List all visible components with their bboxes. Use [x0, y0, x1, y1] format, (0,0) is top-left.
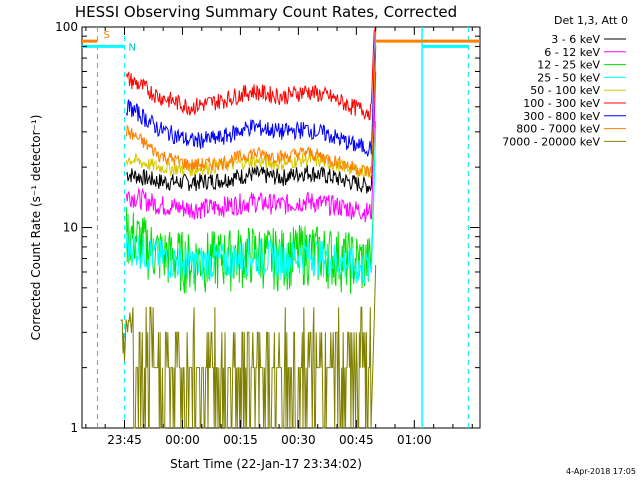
x-tick-label: 01:00 [397, 433, 432, 447]
series-line-6 [125, 26, 377, 157]
legend-title: Det 1,3, Att 0 [554, 14, 628, 27]
chart-title: HESSI Observing Summary Count Rates, Cor… [75, 3, 457, 21]
x-tick-label: 00:00 [165, 433, 200, 447]
series-line-3 [125, 127, 377, 285]
legend-entry: 7000 - 20000 keV [502, 135, 600, 148]
legend-entry: 3 - 6 keV [551, 33, 600, 46]
series-line-8 [120, 264, 377, 429]
cyan-flag-label: N [129, 42, 136, 53]
legend-entry: 12 - 25 keV [537, 59, 600, 72]
y-tick-label: 10 [63, 221, 78, 235]
y-tick-label: 100 [55, 20, 78, 34]
x-tick-label: 00:30 [281, 433, 316, 447]
series-layer [120, 26, 377, 429]
flag-markers: NS [82, 27, 480, 428]
series-line-1 [125, 71, 377, 223]
series-line-0 [125, 45, 377, 194]
axes: 1 10 100 23:45 00:00 00:15 00:30 00:45 01:00 [55, 20, 480, 447]
timestamp: 4-Apr-2018 17:05 [566, 467, 636, 476]
legend-entry: 25 - 50 keV [537, 71, 600, 84]
orange-flag-label: S [103, 30, 109, 41]
y-axis-label: Corrected Count Rate (s⁻¹ detector⁻¹) [29, 115, 43, 341]
y-tick-label: 1 [70, 421, 78, 435]
legend-entry: 100 - 300 keV [523, 97, 600, 110]
legend-entry: 50 - 100 keV [530, 84, 600, 97]
x-axis-label: Start Time (22-Jan-17 23:34:02) [170, 457, 362, 471]
x-tick-label: 00:15 [223, 433, 258, 447]
x-tick-label: 23:45 [107, 433, 142, 447]
legend-entry: 6 - 12 keV [544, 46, 600, 59]
series-line-7 [125, 31, 377, 177]
legend-entry: 300 - 800 keV [523, 110, 600, 123]
series-line-5 [125, 26, 377, 121]
x-tick-label: 00:45 [339, 433, 374, 447]
legend-entry: 800 - 7000 keV [516, 123, 600, 136]
series-line-4 [125, 31, 377, 180]
